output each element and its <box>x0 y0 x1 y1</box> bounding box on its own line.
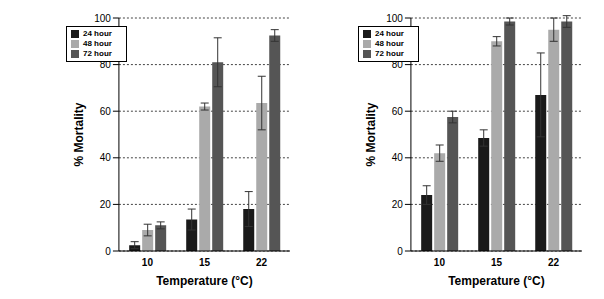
svg-text:0: 0 <box>397 246 403 257</box>
html-text:48 hour: 48 hour <box>83 39 112 48</box>
svg-text:100: 100 <box>94 13 111 24</box>
html-text:72 hour: 72 hour <box>375 49 404 58</box>
svg-text:10: 10 <box>142 257 154 268</box>
svg-text:% Mortality: % Mortality <box>72 102 86 166</box>
svg-text:22: 22 <box>548 257 560 268</box>
svg-text:15: 15 <box>199 257 211 268</box>
svg-text:0: 0 <box>105 246 111 257</box>
svg-text:15: 15 <box>491 257 503 268</box>
svg-text:40: 40 <box>392 152 404 163</box>
svg-text:22: 22 <box>256 257 268 268</box>
svg-text:60: 60 <box>100 106 112 117</box>
html-text:24 hour: 24 hour <box>83 29 112 38</box>
svg-text:40: 40 <box>100 152 112 163</box>
svg-text:20: 20 <box>100 199 112 210</box>
html-text:48 hour: 48 hour <box>375 39 404 48</box>
svg-text:100: 100 <box>386 13 403 24</box>
svg-text:80: 80 <box>100 59 112 70</box>
svg-text:20: 20 <box>392 199 404 210</box>
html-text:72 hour: 72 hour <box>83 49 112 58</box>
svg-text:Temperature (°C): Temperature (°C) <box>156 274 253 288</box>
svg-text:80: 80 <box>392 59 404 70</box>
svg-text:% Mortality: % Mortality <box>364 102 378 166</box>
svg-text:60: 60 <box>392 106 404 117</box>
svg-text:Temperature (°C): Temperature (°C) <box>448 274 545 288</box>
html-text:24 hour: 24 hour <box>375 29 404 38</box>
svg-text:10: 10 <box>434 257 446 268</box>
